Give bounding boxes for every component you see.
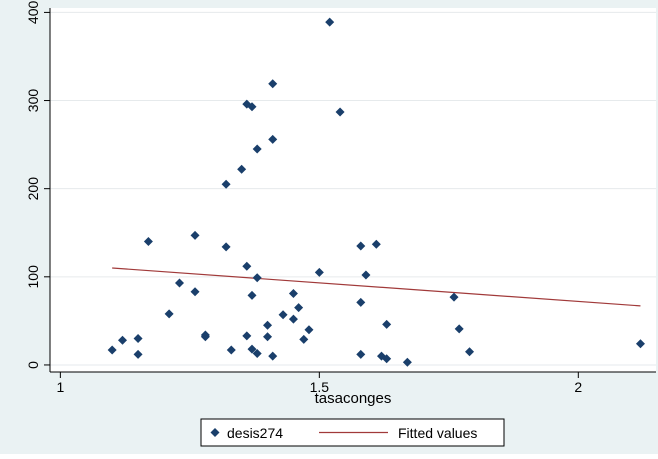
data-point [449,292,459,302]
data-point [247,344,257,354]
data-point [278,310,288,320]
x-tick-label: 1 [56,379,64,395]
y-tick-label: 200 [25,177,41,201]
legend-label-desis274: desis274 [227,425,283,441]
data-point [247,102,257,112]
data-point [635,339,645,349]
data-point [252,144,262,154]
data-point [263,320,273,330]
data-point [294,303,304,313]
data-point [143,237,153,247]
data-point [299,334,309,344]
x-tick-label: 2 [574,379,582,395]
x-axis-ticks: 1 1.5 2 [56,372,582,395]
fitted-values-line [112,267,641,307]
data-point [288,314,298,324]
gridlines [50,11,656,366]
data-point [454,324,464,334]
data-point [382,354,392,364]
data-point [252,348,262,358]
legend-diamond-icon [210,428,220,437]
data-point [107,345,117,355]
data-point [288,289,298,299]
scatter-points [107,17,645,367]
legend: desis274 Fitted values [200,418,505,447]
data-point [263,332,273,342]
data-point [268,134,278,144]
data-point [314,267,324,277]
data-point [465,347,475,357]
data-point [190,287,200,297]
data-point [226,345,236,355]
y-axis-ticks: 0 100 200 300 400 [25,1,50,369]
data-point [356,349,366,359]
data-point [164,309,174,319]
data-point [221,242,231,252]
data-point [325,17,335,27]
data-point [242,261,252,271]
data-point [118,335,128,345]
plot-area [50,8,656,372]
data-point [371,239,381,249]
data-point [402,357,412,367]
data-point [133,334,143,344]
y-tick-label: 300 [25,89,41,113]
data-point [304,325,314,335]
data-point [174,278,184,288]
data-point [200,332,210,342]
data-point [190,230,200,240]
data-point [252,273,262,283]
data-point [221,179,231,189]
data-point [268,79,278,89]
data-point [133,349,143,359]
fitted-values-layer [112,267,641,307]
x-tick-label: 1.5 [310,379,330,395]
data-point [361,270,371,280]
data-point [242,331,252,341]
data-point [356,297,366,307]
data-point [247,290,257,300]
data-point [356,241,366,251]
legend-label-fitted-values: Fitted values [398,425,477,441]
data-point [237,164,247,174]
y-tick-label: 100 [25,265,41,289]
data-point [335,107,345,117]
data-point [268,351,278,361]
y-tick-label: 0 [25,361,41,369]
data-point [382,319,392,329]
y-tick-label: 400 [25,1,41,25]
x-axis-label: tasaconges [315,390,392,407]
